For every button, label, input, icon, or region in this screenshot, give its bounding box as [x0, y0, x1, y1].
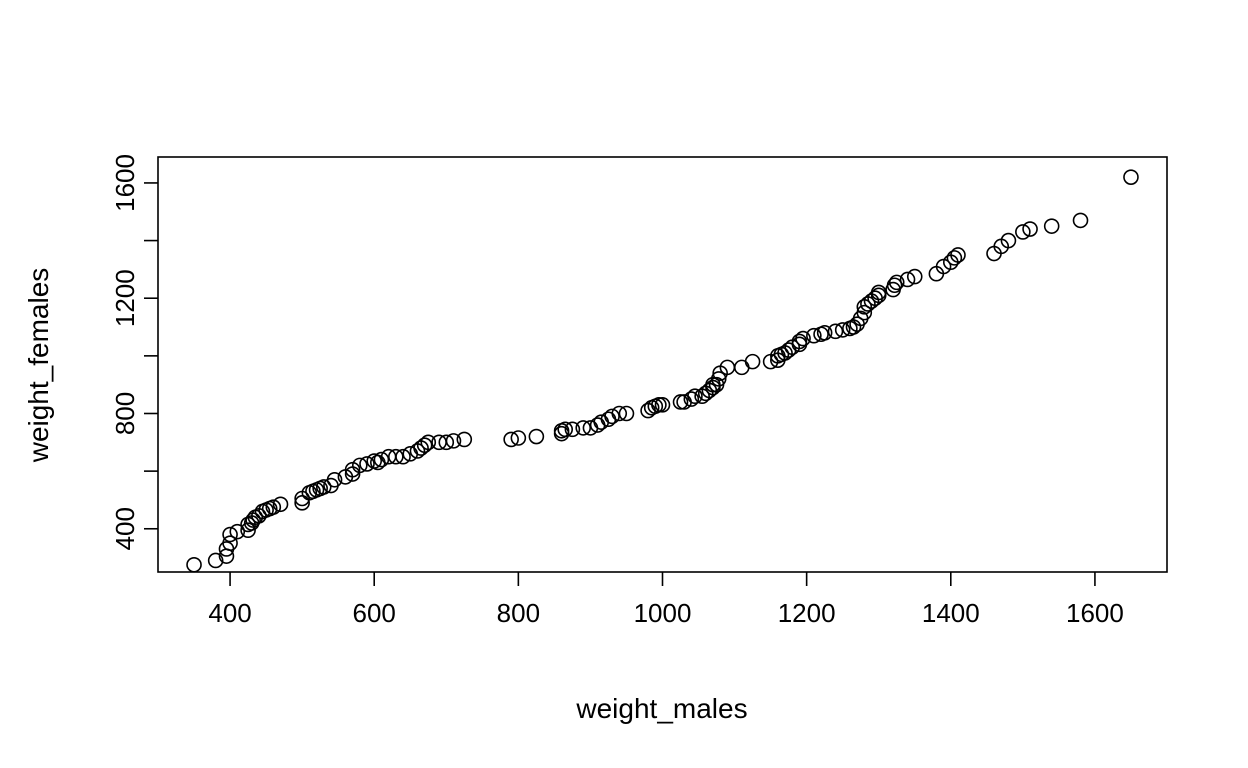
data-point: [564, 421, 581, 438]
x-axis-title: weight_males: [575, 693, 747, 724]
y-tick-label: 1600: [110, 154, 140, 212]
data-point: [207, 552, 224, 569]
data-point: [834, 322, 851, 338]
x-axis: 400 600 800 1000 1200 1400 1600: [208, 572, 1124, 628]
data-point: [1072, 212, 1089, 229]
data-point: [733, 359, 750, 376]
data-point: [672, 394, 689, 410]
data-point: [1000, 232, 1017, 249]
x-tick-label: 1600: [1066, 598, 1124, 628]
data-point: [240, 522, 256, 539]
data-point: [683, 391, 700, 407]
plot-frame: [157, 156, 1168, 573]
data-point: [791, 333, 808, 350]
data-point: [294, 495, 310, 511]
data-point: [687, 388, 703, 405]
data-point: [1022, 221, 1038, 237]
data-point: [575, 420, 592, 436]
data-point: [744, 353, 761, 370]
data-point: [315, 479, 332, 495]
data-point: [651, 397, 667, 413]
data-point: [373, 451, 390, 468]
data-point: [1015, 224, 1031, 240]
x-tick-label: 1200: [778, 598, 836, 628]
data-point: [795, 330, 811, 347]
data-point: [710, 371, 727, 387]
data-point: [326, 471, 343, 488]
y-tick-label: 800: [110, 392, 140, 435]
data-point: [438, 434, 455, 451]
data-point: [222, 526, 238, 543]
data-point: [950, 247, 966, 263]
data-point: [946, 250, 963, 266]
data-point: [886, 277, 903, 294]
data-point: [1043, 218, 1060, 234]
x-tick-label: 1000: [634, 598, 692, 628]
data-point: [1123, 169, 1139, 185]
data-point: [816, 324, 833, 341]
data-point: [528, 428, 545, 445]
data-point: [265, 499, 282, 515]
data-point: [416, 437, 433, 453]
data-point: [654, 397, 671, 413]
y-tick-label: 1200: [110, 269, 140, 327]
data-point: [827, 323, 844, 340]
data-point: [705, 376, 721, 393]
data-point: [888, 274, 905, 291]
y-axis: 400 800 1200 1600: [110, 154, 158, 550]
y-axis-title: weight_females: [23, 268, 54, 464]
data-point: [806, 327, 822, 344]
data-point: [359, 456, 375, 472]
data-point: [229, 523, 246, 540]
data-point: [557, 421, 574, 438]
data-point: [456, 431, 473, 448]
data-point: [618, 405, 635, 422]
data-point: [186, 556, 202, 573]
x-tick-label: 800: [497, 598, 540, 628]
x-tick-label: 400: [208, 598, 251, 628]
data-point: [899, 271, 916, 288]
data-point: [604, 408, 620, 425]
data-point: [222, 535, 238, 551]
y-tick-label: 400: [110, 507, 140, 550]
data-point: [503, 431, 519, 448]
data-point: [388, 448, 404, 465]
data-point: [906, 268, 923, 285]
data-point: [611, 405, 628, 422]
data-point: [870, 284, 887, 301]
data-points: [186, 169, 1139, 573]
data-point: [510, 430, 527, 446]
data-point: [351, 457, 368, 474]
x-tick-label: 600: [353, 598, 396, 628]
data-point: [856, 304, 873, 321]
data-point: [272, 496, 289, 513]
x-tick-label: 1400: [922, 598, 980, 628]
data-point: [445, 433, 462, 449]
data-point: [420, 434, 437, 451]
data-point: [395, 448, 411, 465]
